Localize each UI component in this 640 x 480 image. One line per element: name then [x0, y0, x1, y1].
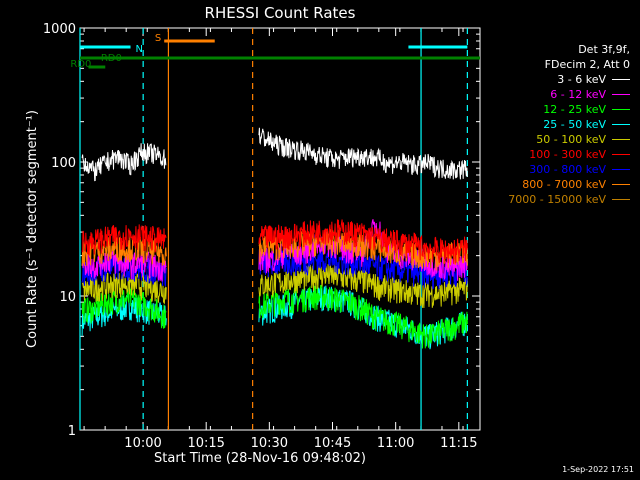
- legend-entry-label: 100 - 300 keV: [529, 148, 606, 161]
- chart-title: RHESSI Count Rates: [205, 4, 356, 22]
- legend-swatch: [612, 154, 630, 155]
- x-tick-label: 10:45: [314, 436, 351, 451]
- legend-swatch: [612, 109, 630, 110]
- legend-entry: 3 - 6 keV: [508, 72, 630, 87]
- legend-header-1: Det 3f,9f,: [578, 43, 630, 56]
- legend-entry-label: 7000 - 15000 keV: [508, 193, 606, 206]
- series-line: [81, 143, 167, 182]
- flag-bar-label: RD0: [70, 59, 91, 70]
- legend-entry: 6 - 12 keV: [508, 87, 630, 102]
- series-line: [258, 247, 468, 290]
- legend-entry: 25 - 50 keV: [508, 117, 630, 132]
- legend-entry-label: 12 - 25 keV: [543, 103, 606, 116]
- x-tick-label: 10:15: [187, 436, 224, 451]
- legend-entry-label: 300 - 800 keV: [529, 163, 606, 176]
- series-line: [81, 248, 167, 282]
- legend-entry-label: 6 - 12 keV: [550, 88, 606, 101]
- legend-swatch: [612, 199, 630, 200]
- plot-frame: [79, 27, 481, 431]
- y-tick-label: 1000: [43, 22, 76, 37]
- series-line: [258, 264, 468, 309]
- x-tick-label: 10:00: [124, 436, 161, 451]
- series-line: [258, 127, 468, 180]
- flag-bar-label: RD0: [101, 53, 122, 64]
- legend-swatch: [612, 79, 630, 80]
- flag-bar-label: S: [155, 33, 161, 44]
- legend-entry-label: 3 - 6 keV: [557, 73, 606, 86]
- legend-swatch: [612, 169, 630, 170]
- timestamp-stamp: 1-Sep-2022 17:51: [562, 465, 634, 474]
- legend-entry: 300 - 800 keV: [508, 162, 630, 177]
- legend-entry: 800 - 7000 keV: [508, 177, 630, 192]
- y-tick-label: 1: [68, 424, 76, 439]
- x-tick-label: 11:15: [440, 436, 477, 451]
- y-tick-label: 100: [51, 156, 76, 171]
- series-line: [258, 219, 468, 264]
- legend-entry: 7000 - 15000 keV: [508, 192, 630, 207]
- series-line: [258, 284, 468, 349]
- legend-header-2: FDecim 2, Att 0: [544, 58, 630, 71]
- legend-swatch: [612, 184, 630, 185]
- legend-entry-label: 50 - 100 keV: [536, 133, 606, 146]
- series-line: [81, 224, 167, 256]
- x-tick-label: 11:00: [377, 436, 414, 451]
- y-tick-label: 10: [59, 290, 76, 305]
- y-axis-label: Count Rate (s⁻¹ detector segment⁻¹): [25, 110, 40, 348]
- legend-entry-label: 800 - 7000 keV: [522, 178, 606, 191]
- legend-entry-label: 25 - 50 keV: [543, 118, 606, 131]
- legend: Det 3f,9f, FDecim 2, Att 0 3 - 6 keV 6 - …: [508, 42, 630, 207]
- legend-entry: 50 - 100 keV: [508, 132, 630, 147]
- series-line: [82, 270, 167, 304]
- legend-swatch: [612, 94, 630, 95]
- legend-entry: 100 - 300 keV: [508, 147, 630, 162]
- x-tick-label: 10:30: [251, 436, 288, 451]
- flag-bar-label: N: [136, 44, 143, 55]
- series-line: [81, 236, 167, 266]
- legend-swatch: [612, 139, 630, 140]
- x-axis-label: Start Time (28-Nov-16 09:48:02): [154, 451, 366, 466]
- legend-swatch: [612, 124, 630, 125]
- legend-entry: 12 - 25 keV: [508, 102, 630, 117]
